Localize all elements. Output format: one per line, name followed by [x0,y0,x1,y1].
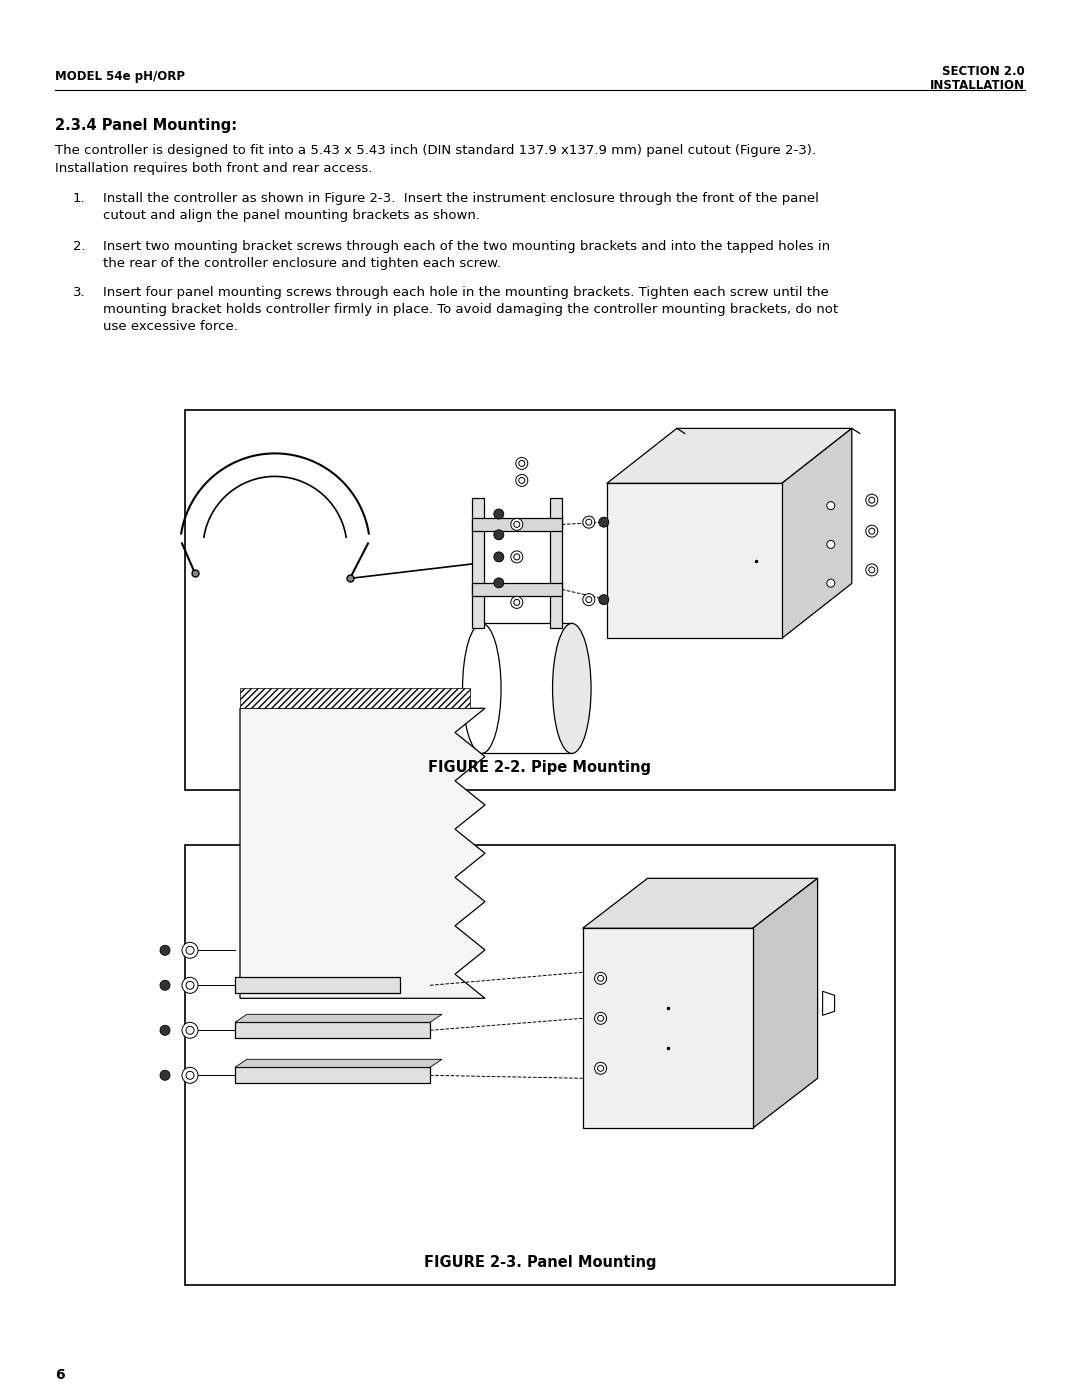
Text: Installation requires both front and rear access.: Installation requires both front and rea… [55,162,373,175]
Circle shape [585,597,592,602]
Polygon shape [472,518,562,531]
Text: use excessive force.: use excessive force. [103,320,238,332]
Circle shape [183,978,198,993]
Text: 2.3.4 Panel Mounting:: 2.3.4 Panel Mounting: [55,117,238,133]
Polygon shape [240,689,470,708]
Circle shape [595,1013,607,1024]
Circle shape [183,1067,198,1083]
Ellipse shape [553,623,591,753]
Polygon shape [582,879,818,928]
Circle shape [514,521,519,528]
Polygon shape [582,928,753,1129]
Circle shape [597,1066,604,1071]
Ellipse shape [462,623,501,753]
Circle shape [516,457,528,469]
Circle shape [595,1062,607,1074]
Polygon shape [235,1059,442,1067]
Circle shape [160,946,170,956]
Circle shape [866,564,878,576]
Text: Install the controller as shown in Figure 2-3.  Insert the instrument enclosure : Install the controller as shown in Figur… [103,191,819,205]
Circle shape [514,553,519,560]
Circle shape [597,975,604,981]
Polygon shape [753,879,818,1129]
Text: Insert four panel mounting screws through each hole in the mounting brackets. Ti: Insert four panel mounting screws throug… [103,286,828,299]
Polygon shape [550,499,562,629]
Text: Insert two mounting bracket screws through each of the two mounting brackets and: Insert two mounting bracket screws throu… [103,240,831,253]
Circle shape [186,1071,194,1080]
Circle shape [183,943,198,958]
Polygon shape [607,429,852,483]
Polygon shape [823,992,835,1016]
Text: MODEL 54e pH/ORP: MODEL 54e pH/ORP [55,70,185,82]
Circle shape [598,595,609,605]
Polygon shape [607,483,782,638]
Circle shape [583,594,595,606]
Circle shape [160,1025,170,1035]
Polygon shape [235,1067,430,1083]
Text: FIGURE 2-2. Pipe Mounting: FIGURE 2-2. Pipe Mounting [429,760,651,775]
Circle shape [598,517,609,527]
Circle shape [518,478,525,483]
Text: FIGURE 2-3. Panel Mounting: FIGURE 2-3. Panel Mounting [423,1255,657,1270]
Circle shape [868,497,875,503]
Circle shape [827,580,835,587]
Circle shape [516,475,528,486]
Bar [185,845,895,1285]
Circle shape [866,495,878,506]
Circle shape [511,550,523,563]
Text: the rear of the controller enclosure and tighten each screw.: the rear of the controller enclosure and… [103,257,501,270]
Polygon shape [235,1023,430,1038]
Circle shape [494,529,503,539]
Circle shape [160,1070,170,1080]
Circle shape [511,597,523,609]
Text: 3.: 3. [73,286,85,299]
Circle shape [511,518,523,531]
Circle shape [186,946,194,954]
Circle shape [514,599,519,605]
Text: SECTION 2.0: SECTION 2.0 [942,66,1025,78]
Polygon shape [782,429,852,638]
Circle shape [494,552,503,562]
Circle shape [160,981,170,990]
Circle shape [827,502,835,510]
Circle shape [583,515,595,528]
Circle shape [597,1016,604,1021]
Circle shape [585,520,592,525]
Circle shape [518,461,525,467]
Circle shape [186,1027,194,1034]
Polygon shape [472,583,562,597]
Circle shape [595,972,607,985]
Text: The controller is designed to fit into a 5.43 x 5.43 inch (DIN standard 137.9 x1: The controller is designed to fit into a… [55,144,816,156]
Text: INSTALLATION: INSTALLATION [930,80,1025,92]
Circle shape [494,578,503,588]
Text: 2.: 2. [73,240,85,253]
Circle shape [186,981,194,989]
Circle shape [866,525,878,538]
Polygon shape [235,1014,442,1023]
Text: 1.: 1. [73,191,85,205]
Circle shape [827,541,835,549]
Text: 6: 6 [55,1368,65,1382]
Text: cutout and align the panel mounting brackets as shown.: cutout and align the panel mounting brac… [103,210,480,222]
Circle shape [183,1023,198,1038]
Circle shape [494,509,503,520]
Polygon shape [240,708,485,999]
Polygon shape [472,499,484,629]
Polygon shape [235,978,400,993]
Circle shape [868,567,875,573]
Bar [185,409,895,789]
Text: mounting bracket holds controller firmly in place. To avoid damaging the control: mounting bracket holds controller firmly… [103,303,838,316]
Circle shape [868,528,875,534]
